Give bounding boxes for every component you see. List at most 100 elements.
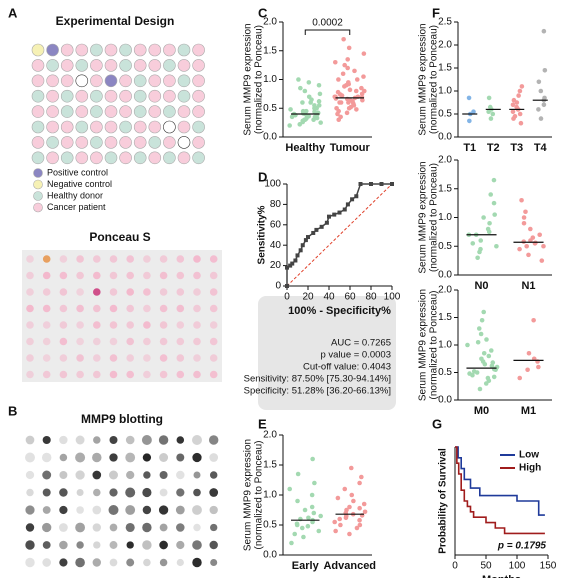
ponceau-dot (126, 271, 134, 280)
ponceau-dot (176, 255, 185, 263)
ponceau-dot (93, 337, 101, 346)
data-point (528, 226, 533, 232)
plate-well (177, 74, 191, 88)
ponceau-dot (93, 370, 101, 379)
ponceau-dot (76, 337, 84, 346)
data-point (351, 101, 356, 106)
ponceau-dot (126, 288, 134, 296)
plate-well (75, 74, 89, 88)
data-point (519, 84, 525, 89)
data-point (510, 102, 516, 108)
data-point (332, 59, 338, 65)
plate-well (133, 151, 147, 165)
plate-well (148, 43, 162, 57)
stats-line: AUC = 0.7265 (331, 338, 391, 349)
blot-dot (210, 558, 218, 567)
plate-well (104, 120, 118, 134)
x-tick-label: Early (292, 560, 320, 572)
plate-well (133, 89, 147, 103)
plate-well (46, 136, 59, 149)
data-point (471, 109, 476, 114)
ponceau-dot (42, 304, 51, 313)
data-point (337, 516, 343, 522)
data-point (523, 209, 528, 215)
data-point (481, 350, 487, 356)
blot-dot (142, 505, 152, 515)
x-tick-label: Advanced (323, 560, 376, 572)
ponceau-dot (159, 354, 168, 362)
ponceau-dot (76, 304, 84, 313)
data-point (475, 339, 481, 345)
data-point (318, 120, 323, 125)
y-tick-label: 2.0 (438, 40, 452, 51)
roc-point (300, 243, 305, 248)
y-axis-label: Serum MMP9 expression (243, 23, 254, 135)
data-point (491, 200, 497, 206)
ponceau-dot (159, 271, 168, 280)
roc-point (354, 194, 359, 199)
plate-well (119, 105, 132, 118)
plate-well (75, 59, 89, 72)
data-point (478, 238, 484, 243)
y-axis-label: (normalized to Ponceau) (429, 163, 440, 272)
y-tick-label: 0.0 (263, 550, 277, 561)
data-point (287, 123, 292, 128)
y-tick-label: 40 (270, 240, 282, 251)
legend-swatch (33, 179, 43, 190)
plate-well (133, 136, 147, 149)
ponceau-dot (26, 337, 34, 346)
data-point (466, 95, 472, 101)
x-tick-label: M1 (521, 405, 536, 417)
roc-point (288, 263, 293, 268)
data-point (362, 509, 368, 515)
data-point (485, 226, 491, 232)
panel-letter: G (432, 416, 442, 431)
data-point (539, 258, 545, 263)
plate-well (75, 43, 89, 57)
x-tick-label: 0 (452, 561, 458, 572)
plate-well (31, 74, 45, 88)
legend-label: High (519, 463, 541, 474)
blot-dot (59, 471, 68, 479)
plate-well (31, 59, 45, 72)
blot-dot (109, 488, 118, 497)
ponceau-dot (193, 337, 201, 346)
blot-dot (209, 471, 218, 479)
x-tick-label: M0 (474, 405, 489, 417)
blot-dot (59, 435, 68, 445)
data-point (334, 105, 339, 111)
plate-well (177, 136, 191, 149)
y-tick-label: 2.0 (438, 285, 452, 296)
y-tick-label: 0.0 (438, 132, 452, 143)
blot-dot (93, 488, 101, 497)
blot-dot (159, 523, 168, 532)
data-point (481, 215, 486, 220)
data-point (470, 241, 476, 246)
roc-point (327, 214, 331, 219)
ponceau-dot (126, 304, 134, 313)
roc-point (342, 207, 347, 212)
plate-well (31, 89, 45, 103)
blot-dot (126, 470, 135, 480)
data-point (295, 498, 300, 504)
plate-well (192, 136, 205, 149)
blot-dot (42, 558, 52, 567)
ponceau-dot (93, 354, 101, 362)
ponceau-dot (209, 288, 218, 296)
blot-dot (59, 488, 68, 497)
data-point (347, 87, 353, 93)
data-point (317, 91, 323, 97)
data-point (347, 531, 352, 537)
ponceau-dot (26, 288, 34, 296)
y-tick-label: 0.0 (438, 395, 452, 406)
data-point (342, 84, 347, 89)
data-point (531, 317, 536, 323)
y-axis-label: Serum MMP9 expression (418, 289, 429, 401)
data-point (309, 504, 315, 510)
data-point (359, 85, 364, 91)
panel-letter: A (8, 5, 18, 20)
roc-point (324, 220, 329, 225)
blot-dot (109, 470, 118, 480)
blot-dot (92, 558, 102, 567)
blot-dot (193, 471, 201, 479)
